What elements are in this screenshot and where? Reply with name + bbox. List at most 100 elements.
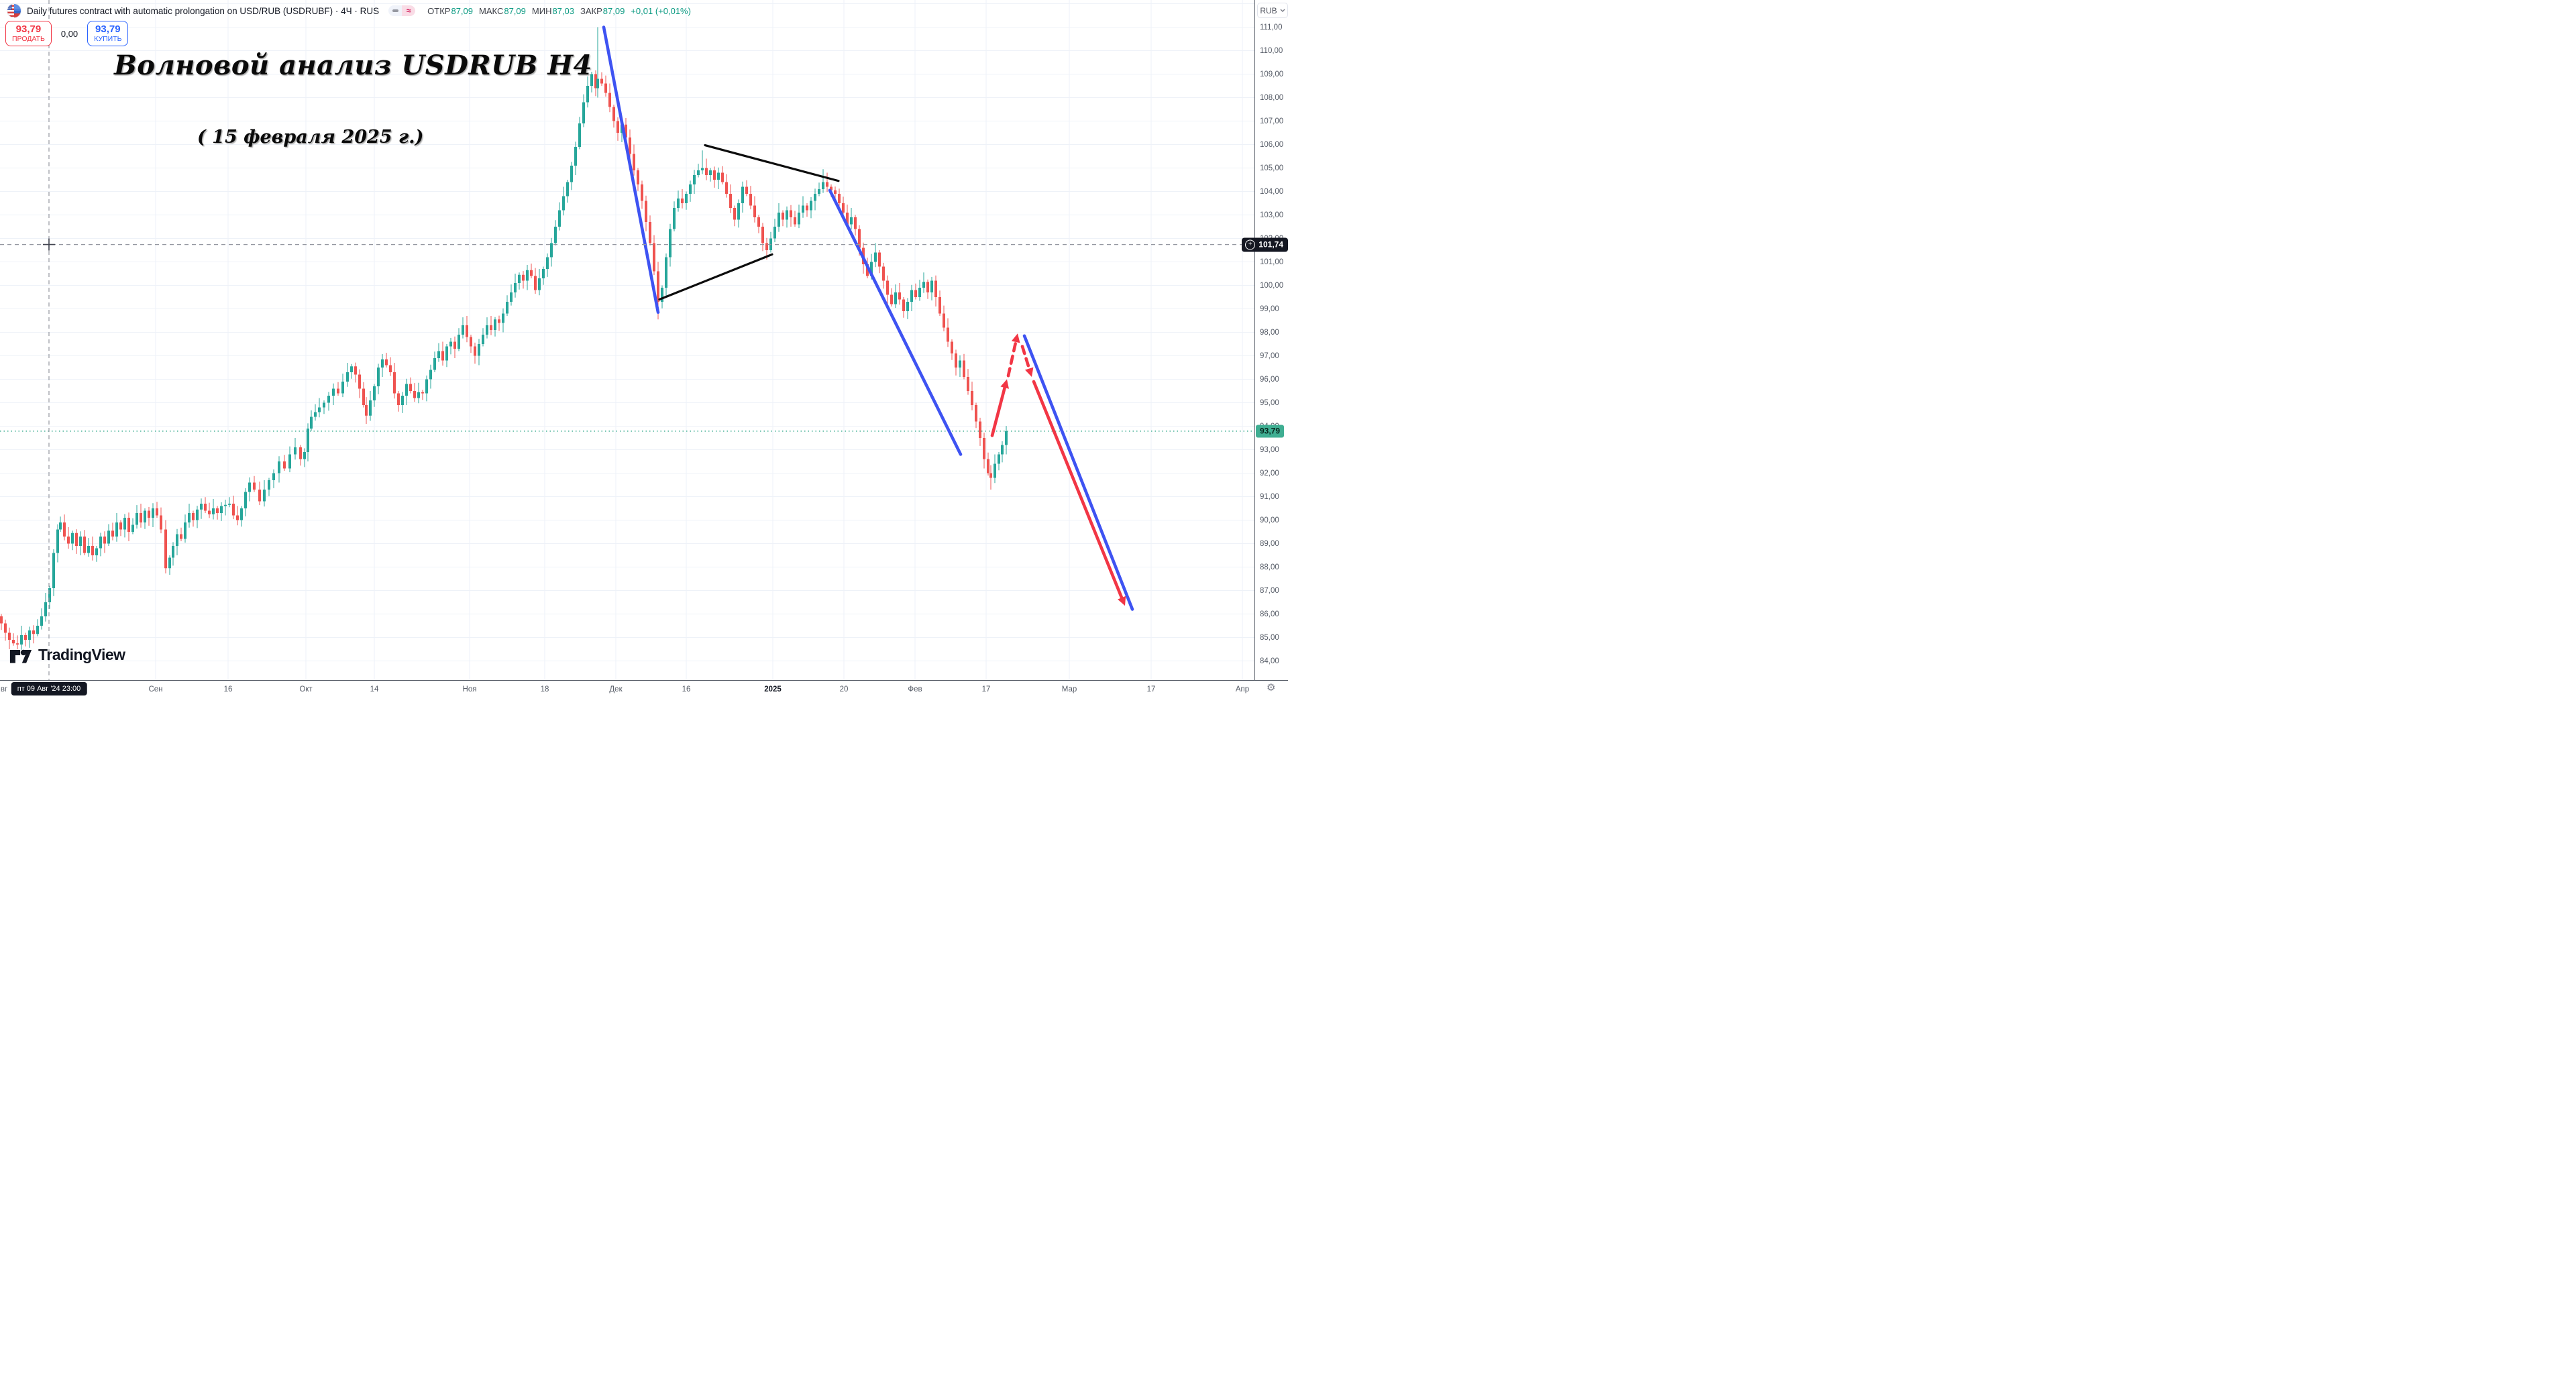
price-tick-label: 91,00 (1260, 492, 1279, 501)
black-trend-line[interactable] (704, 144, 840, 182)
candle-body (701, 168, 704, 170)
price-tick-label: 110,00 (1260, 46, 1283, 55)
red-arrow-line[interactable] (1020, 345, 1031, 370)
candle-body (914, 290, 917, 297)
time-tick-label: 18 (540, 685, 549, 693)
candle-body (144, 510, 146, 522)
ohlc-item: ОТКР 87,09 (427, 6, 473, 16)
candle-body (998, 454, 1000, 464)
red-arrow-line[interactable] (1032, 380, 1124, 600)
candle-body (629, 137, 631, 154)
candle-body (417, 392, 420, 398)
candle-body (160, 515, 162, 530)
candle-body (200, 504, 203, 510)
price-axis[interactable]: RUB + 101,74 93,79 111,00 110,00 109,00 108… (1242, 0, 1289, 680)
sell-button[interactable]: 93,79 ПРОДАТЬ (5, 21, 52, 47)
candlestick-chart[interactable] (0, 0, 1254, 680)
crosshair-pointer-icon (43, 238, 55, 251)
currency-selector[interactable]: RUB (1257, 3, 1288, 18)
time-tick-label: 14 (370, 685, 379, 693)
candle-body (645, 201, 647, 222)
candle-body (240, 508, 243, 520)
candle-body (745, 186, 748, 194)
crosshair-price-label: + 101,74 (1242, 237, 1288, 252)
red-arrow-line[interactable] (990, 386, 1007, 437)
candle-body (401, 396, 404, 405)
candle-body (91, 546, 94, 555)
candle-body (846, 213, 849, 225)
candle-body (413, 391, 416, 398)
candle-body (890, 294, 893, 304)
time-axis[interactable]: пт 09 Авг '24 23:00 Сен 16 Окт 14 Ноя 18 Дек 16… (0, 680, 1288, 698)
blue-trend-line[interactable] (602, 25, 660, 315)
red-arrow-head (1000, 379, 1009, 389)
buy-button[interactable]: 93,79 КУПИТЬ (87, 21, 129, 47)
candle-body (409, 384, 412, 391)
candle-body (288, 454, 291, 469)
candle-body (604, 83, 607, 93)
candle-body (56, 529, 59, 553)
candle-body (502, 313, 504, 323)
candle-body (741, 186, 744, 203)
price-tick-label: 96,00 (1260, 375, 1279, 384)
candle-body (989, 473, 992, 478)
blue-trend-line[interactable] (828, 188, 963, 456)
candle-body (665, 257, 667, 288)
candle-body (152, 508, 154, 518)
candle-body (87, 546, 90, 553)
candle-body (794, 217, 796, 225)
candle-body (586, 86, 589, 103)
candle-body (212, 508, 215, 514)
wave-analysis-title: Волновой анализ USDRUB H4 (114, 50, 592, 81)
candle-body (514, 283, 517, 292)
candle-body (673, 208, 676, 229)
candle-body (963, 360, 965, 377)
candle-body (0, 616, 3, 624)
candle-body (248, 482, 251, 492)
red-arrow-line[interactable] (1006, 340, 1018, 378)
time-tick-label-partial: вг (0, 685, 8, 693)
candle-body (951, 341, 953, 353)
buy-label: КУПИТЬ (94, 35, 122, 44)
black-trend-line[interactable] (658, 253, 773, 301)
candle-body (184, 522, 186, 539)
time-tick-label: 16 (223, 685, 233, 693)
candle-body (802, 205, 804, 213)
time-tick-label: Мар (1061, 685, 1077, 693)
symbol-title[interactable]: Daily futures contract with automatic pr… (27, 5, 380, 16)
blue-trend-line[interactable] (1022, 334, 1134, 611)
data-status-pill[interactable]: ≈ (388, 5, 416, 16)
candle-body (967, 377, 969, 391)
candle-body (337, 388, 339, 394)
candle-body (773, 227, 776, 239)
candle-body (16, 643, 19, 645)
candle-body (236, 515, 239, 520)
candle-body (79, 537, 82, 546)
candle-body (975, 405, 977, 422)
candle-body (323, 402, 325, 408)
candle-body (458, 335, 460, 349)
candle-body (882, 266, 885, 281)
time-tick-label: 2025 (764, 685, 782, 693)
price-tick-label: 105,00 (1260, 164, 1284, 172)
candle-body (20, 635, 23, 645)
price-tick-label: 89,00 (1260, 539, 1279, 548)
price-tick-label: 109,00 (1260, 70, 1284, 78)
add-alert-icon[interactable]: + (1245, 239, 1256, 250)
price-tick-label: 101,00 (1260, 258, 1284, 266)
candle-body (437, 351, 440, 358)
chart-canvas[interactable] (0, 0, 1254, 680)
candle-body (918, 288, 921, 297)
candle-body (474, 346, 476, 356)
candle-body (369, 400, 372, 416)
axis-settings-gear-icon[interactable]: ⚙ (1267, 682, 1276, 693)
candle-body (127, 518, 130, 532)
candle-body (693, 175, 696, 184)
tradingview-logo[interactable]: TradingView (9, 646, 125, 664)
candle-body (405, 384, 408, 396)
candle-body (490, 325, 492, 330)
candle-body (938, 297, 941, 314)
candle-body (971, 391, 973, 405)
candle-body (713, 170, 716, 180)
price-tick-label: 106,00 (1260, 140, 1284, 149)
